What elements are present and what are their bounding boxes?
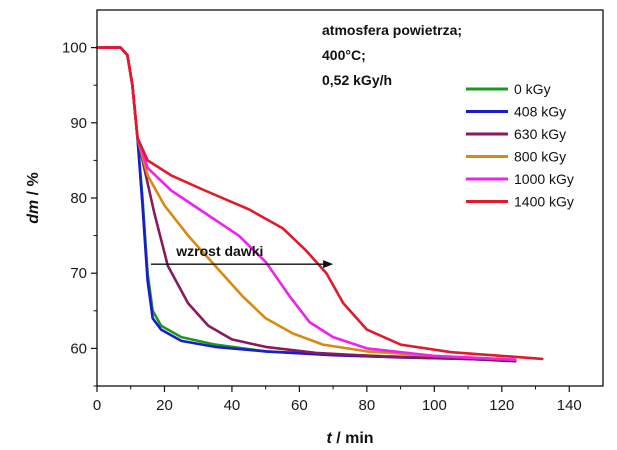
x-tick-label: 20 [156, 397, 173, 414]
legend-label: 1400 kGy [514, 194, 574, 210]
y-axis-title: dm / % [25, 172, 42, 224]
annotation-line-dose-rate: 0,52 kGy/h [322, 72, 392, 88]
legend-label: 800 kGy [514, 149, 566, 165]
x-tick-label: 120 [489, 397, 514, 414]
series-layer [95, 46, 544, 363]
y-tick-label: 100 [62, 40, 87, 57]
x-tick-label: 0 [93, 397, 101, 414]
dose-increase-arrow: wzrost dawki [150, 243, 334, 269]
arrow-label: wzrost dawki [175, 243, 263, 259]
series-line [95, 46, 544, 361]
annotation-line-atmosphere: atmosfera powietrza; [322, 22, 462, 38]
y-tick-label: 80 [70, 190, 87, 207]
legend-label: 0 kGy [514, 81, 551, 97]
x-tick-label: 60 [291, 397, 308, 414]
arrow-head [323, 260, 334, 269]
x-axis-title: t / min [326, 430, 373, 447]
x-tick-label: 40 [224, 397, 241, 414]
x-tick-label: 140 [557, 397, 582, 414]
conditions-annotation: atmosfera powietrza; 400°C; 0,52 kGy/h [322, 22, 462, 88]
legend-label: 1000 kGy [514, 171, 574, 187]
legend-label: 630 kGy [514, 126, 566, 142]
y-tick-label: 90 [70, 115, 87, 132]
y-tick-label: 60 [70, 340, 87, 357]
x-tick-label: 100 [422, 397, 447, 414]
x-axis-ticks: 0 20 40 60 80 100 120 140 [93, 386, 582, 414]
annotation-line-temperature: 400°C; [322, 47, 366, 63]
x-axis-title-unit: / min [332, 430, 374, 447]
y-tick-label: 70 [70, 265, 87, 282]
legend: 0 kGy 408 kGy 630 kGy 800 kGy 1000 kGy 1400 k… [466, 81, 574, 210]
x-tick-label: 80 [359, 397, 376, 414]
y-axis-title-unit: / % [25, 172, 42, 200]
y-axis-ticks: 60 70 80 90 100 [62, 40, 97, 387]
legend-label: 408 kGy [514, 104, 566, 120]
x-axis-title-italic: t [326, 430, 332, 447]
y-axis-title-italic: dm [25, 200, 42, 224]
